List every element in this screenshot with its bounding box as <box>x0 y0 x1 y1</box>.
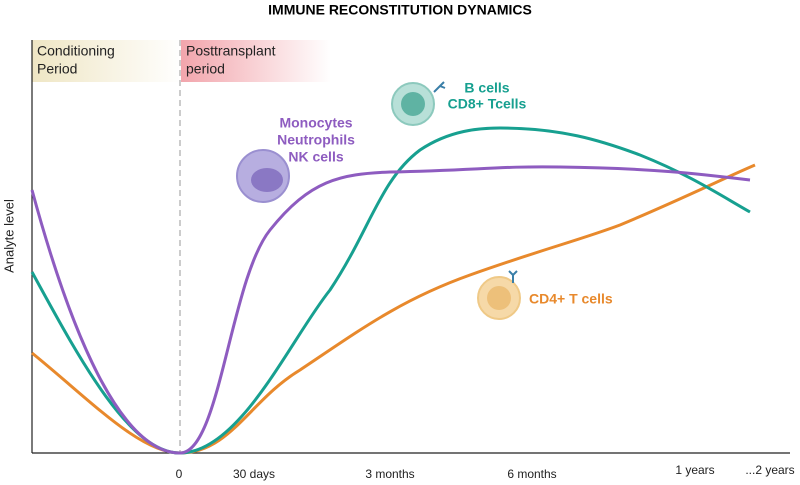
x-tick-label: 30 days <box>233 467 275 481</box>
curve-label: CD8+ Tcells <box>448 96 527 112</box>
curve-label: Monocytes <box>279 115 352 131</box>
curve-label: NK cells <box>288 149 343 165</box>
x-tick-label: 0 <box>176 467 183 481</box>
phase-label: Period <box>37 61 77 77</box>
b-cd8-curve <box>30 126 751 455</box>
title: IMMUNE RECONSTITUTION DYNAMICS <box>268 2 532 18</box>
monocyte-icon <box>236 149 290 203</box>
phase-band <box>181 40 331 82</box>
phase-label: period <box>186 61 225 77</box>
t-cell-icon <box>477 270 521 320</box>
x-tick-label: 6 months <box>507 467 556 481</box>
b-cell-icon <box>391 81 446 126</box>
x-tick-label: ...2 years <box>745 463 794 477</box>
curve-label: CD4+ T cells <box>529 291 613 307</box>
curve-label: Neutrophils <box>277 132 355 148</box>
cd4-curve <box>31 163 756 455</box>
phase-band <box>32 40 182 82</box>
phase-label: Posttransplant <box>186 43 276 59</box>
x-tick-label: 1 years <box>675 463 714 477</box>
x-tick-label: 3 months <box>365 467 414 481</box>
curve-label: B cells <box>464 80 509 96</box>
y-axis-label: Analyte level <box>1 199 16 273</box>
innate-curve <box>30 165 751 455</box>
phase-label: Conditioning <box>37 43 115 59</box>
